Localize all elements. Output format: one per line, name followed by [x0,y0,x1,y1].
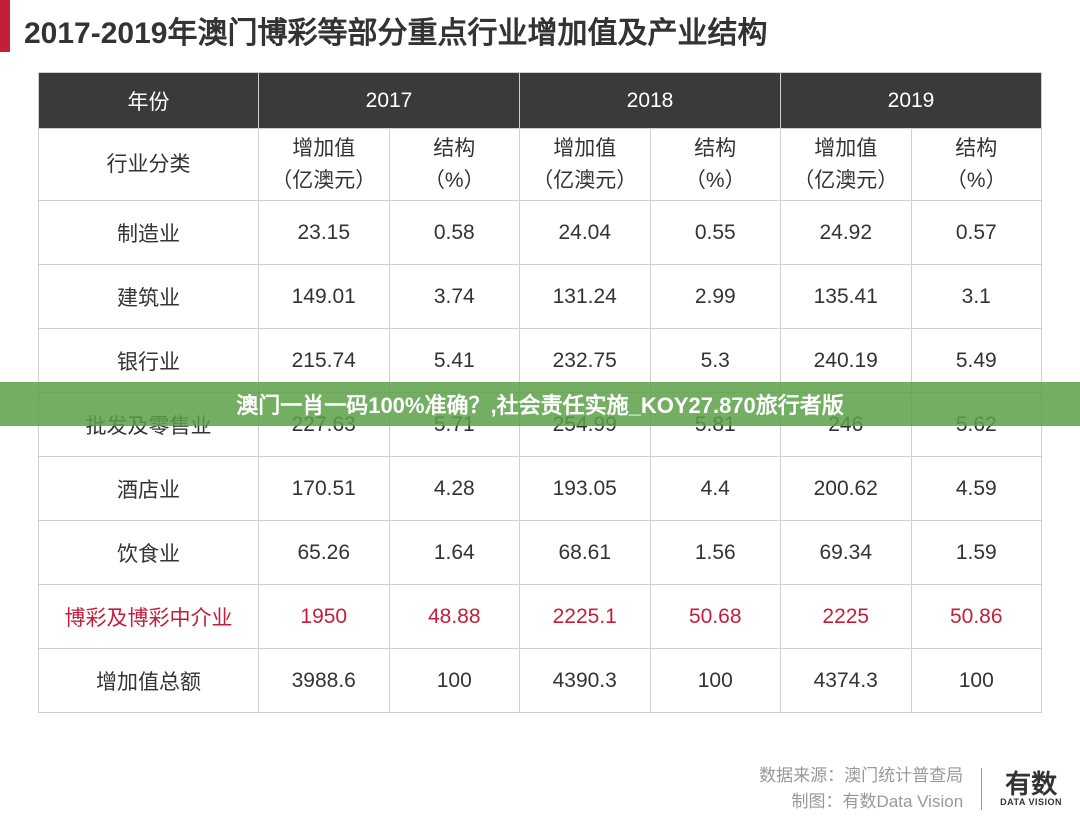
cell-v2018: 68.61 [520,521,651,585]
cell-s2018: 4.4 [650,457,781,521]
table-row: 酒店业170.514.28193.054.4200.624.59 [39,457,1042,521]
year-2019-header: 2019 [781,73,1042,129]
logo-main-text: 有数 [1005,771,1057,797]
page-title: 2017-2019年澳门博彩等部分重点行业增加值及产业结构 [24,8,767,52]
cell-v2019: 4374.3 [781,649,912,713]
table-row: 增加值总额3988.61004390.31004374.3100 [39,649,1042,713]
logo-sub-text: DATA VISION [1000,797,1062,807]
cell-s2017: 4.28 [389,457,520,521]
header-row-columns: 行业分类 增加值（亿澳元） 结构（%） 增加值（亿澳元） 结构（%） 增加值（亿… [39,129,1042,201]
cell-s2019: 1.59 [911,521,1042,585]
footer-chart-by: 制图：有数Data Vision [759,789,963,815]
cell-s2019: 0.57 [911,201,1042,265]
cell-v2017: 3988.6 [259,649,390,713]
cell-s2019: 3.1 [911,265,1042,329]
row-name: 制造业 [39,201,259,265]
year-2018-header: 2018 [520,73,781,129]
cell-v2019: 200.62 [781,457,912,521]
cell-s2017: 0.58 [389,201,520,265]
table-row: 制造业23.150.5824.040.5524.920.57 [39,201,1042,265]
row-name: 建筑业 [39,265,259,329]
value-header-2017: 增加值（亿澳元） [259,129,390,201]
cell-s2018: 1.56 [650,521,781,585]
value-header-2019: 增加值（亿澳元） [781,129,912,201]
cell-v2018: 193.05 [520,457,651,521]
header-row-years: 年份 2017 2018 2019 [39,73,1042,129]
footer-text: 数据来源：澳门统计普查局 制图：有数Data Vision [759,763,963,814]
cell-s2017: 1.64 [389,521,520,585]
footer-source: 数据来源：澳门统计普查局 [759,763,963,789]
cell-v2018: 4390.3 [520,649,651,713]
cell-v2017: 65.26 [259,521,390,585]
footer-logo: 有数 DATA VISION [1000,771,1062,807]
cell-s2018: 2.99 [650,265,781,329]
row-name: 饮食业 [39,521,259,585]
cell-s2019: 50.86 [911,585,1042,649]
overlay-banner: 澳门一肖一码100%准确？,社会责任实施_KOY27.870旅行者版 [0,382,1080,426]
structure-header-2019: 结构（%） [911,129,1042,201]
table-row: 建筑业149.013.74131.242.99135.413.1 [39,265,1042,329]
cell-v2017: 149.01 [259,265,390,329]
cell-v2017: 23.15 [259,201,390,265]
cell-s2019: 100 [911,649,1042,713]
accent-bar [0,0,10,52]
cell-v2017: 1950 [259,585,390,649]
cell-v2019: 135.41 [781,265,912,329]
cell-v2018: 2225.1 [520,585,651,649]
table-row: 博彩及博彩中介业195048.882225.150.68222550.86 [39,585,1042,649]
row-name: 增加值总额 [39,649,259,713]
category-label-header: 行业分类 [39,129,259,201]
cell-v2017: 170.51 [259,457,390,521]
cell-s2017: 100 [389,649,520,713]
cell-v2018: 131.24 [520,265,651,329]
structure-header-2018: 结构（%） [650,129,781,201]
table-row: 饮食业65.261.6468.611.5669.341.59 [39,521,1042,585]
cell-s2017: 48.88 [389,585,520,649]
structure-header-2017: 结构（%） [389,129,520,201]
value-header-2018: 增加值（亿澳元） [520,129,651,201]
row-name: 酒店业 [39,457,259,521]
row-name: 博彩及博彩中介业 [39,585,259,649]
footer-divider [981,768,982,810]
cell-v2019: 24.92 [781,201,912,265]
year-label-header: 年份 [39,73,259,129]
year-2017-header: 2017 [259,73,520,129]
cell-v2019: 2225 [781,585,912,649]
cell-v2018: 24.04 [520,201,651,265]
cell-s2018: 50.68 [650,585,781,649]
cell-v2019: 69.34 [781,521,912,585]
cell-s2018: 0.55 [650,201,781,265]
cell-s2018: 100 [650,649,781,713]
cell-s2019: 4.59 [911,457,1042,521]
footer: 数据来源：澳门统计普查局 制图：有数Data Vision 有数 DATA VI… [759,763,1062,814]
cell-s2017: 3.74 [389,265,520,329]
